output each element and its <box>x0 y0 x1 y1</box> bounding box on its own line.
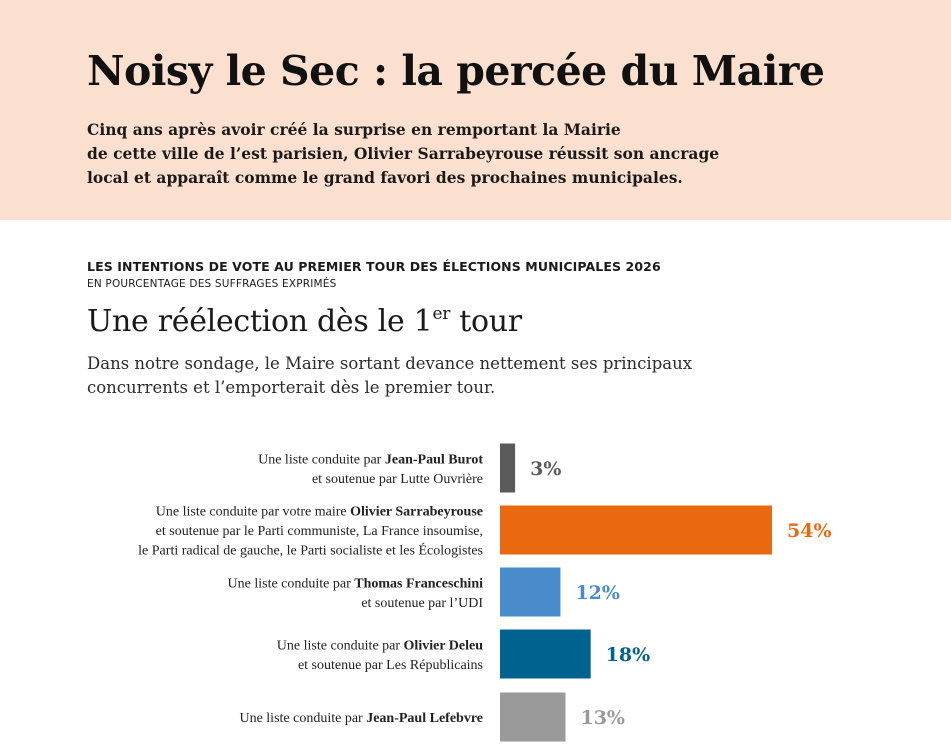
chart-kicker-sub: EN POURCENTAGE DES SUFFRAGES EXPRIMÉS <box>87 278 337 290</box>
category-label-text: Une liste conduite par <box>277 638 404 653</box>
data-label: 12% <box>575 582 620 604</box>
category-label: et soutenue par Lutte Ouvrière <box>312 472 483 487</box>
category-label: Une liste conduite par Olivier Deleu <box>277 638 483 653</box>
chart-subtitle: Dans notre sondage, le Maire sortant dev… <box>87 352 787 400</box>
category-label-name: Jean-Paul Burot <box>385 452 483 467</box>
category-label-name: Olivier Sarrabeyrouse <box>350 505 483 520</box>
deck-line: local et apparaît comme le grand favori … <box>87 168 683 187</box>
category-label-text: et soutenue par Les Républicains <box>298 658 483 673</box>
category-label-text: Une liste conduite par <box>258 452 385 467</box>
category-label: et soutenue par le Parti communiste, La … <box>156 524 483 539</box>
deck: Cinq ans après avoir créé la surprise en… <box>87 118 767 190</box>
chart-subtitle-line: Dans notre sondage, le Maire sortant dev… <box>87 354 693 373</box>
category-label: Une liste conduite par Jean-Paul Burot <box>258 452 483 467</box>
deck-line: de cette ville de l’est parisien, Olivie… <box>87 144 720 163</box>
chart-title: Une réélection dès le 1er tour <box>87 300 522 344</box>
category-label-name: Jean-Paul Lefebvre <box>366 711 483 726</box>
data-label: 3% <box>530 458 561 480</box>
chart-title-tail: tour <box>450 304 522 339</box>
category-label-name: Thomas Franceschini <box>354 576 483 591</box>
chart-title-text: Une réélection dès le 1 <box>87 304 433 339</box>
category-label: et soutenue par l’UDI <box>361 596 483 611</box>
deck-line: Cinq ans après avoir créé la surprise en… <box>87 120 621 139</box>
bar <box>500 443 516 493</box>
data-label: 54% <box>787 520 832 542</box>
category-label-text: et soutenue par l’UDI <box>361 596 483 611</box>
category-label: et soutenue par Les Républicains <box>298 658 483 673</box>
category-label-text: et soutenue par le Parti communiste, La … <box>156 524 483 539</box>
data-label: 18% <box>606 644 651 666</box>
category-label-text: Une liste conduite par <box>228 576 355 591</box>
header-banner: Noisy le Sec : la percée du Maire Cinq a… <box>0 0 951 220</box>
chart-kicker: LES INTENTIONS DE VOTE AU PREMIER TOUR D… <box>87 259 661 274</box>
category-label-name: Olivier Deleu <box>404 638 484 653</box>
category-label: le Parti radical de gauche, le Parti soc… <box>138 542 483 559</box>
category-label-text: et soutenue par Lutte Ouvrière <box>312 472 483 487</box>
category-label-text: Une liste conduite par votre maire <box>156 505 350 520</box>
bar-chart: 3% Une liste conduite par Jean-Paul Burot… <box>138 443 832 742</box>
bar <box>500 505 772 555</box>
chart-title-sup: er <box>432 304 451 324</box>
category-label-text: Une liste conduite par <box>239 711 366 726</box>
chart-subtitle-line: concurrents et l’emporterait dès le prem… <box>87 378 496 397</box>
category-label: Une liste conduite par votre maire Olivi… <box>156 505 483 520</box>
category-label: Une liste conduite par Jean-Paul Lefebvr… <box>239 711 483 726</box>
category-label: Une liste conduite par Thomas Franceschi… <box>228 576 484 591</box>
bar <box>500 567 561 617</box>
headline: Noisy le Sec : la percée du Maire <box>87 47 825 95</box>
bar <box>500 629 591 679</box>
bar <box>500 692 566 742</box>
data-label: 13% <box>580 707 625 729</box>
category-label-text: le Parti radical de gauche, le Parti soc… <box>138 542 483 559</box>
